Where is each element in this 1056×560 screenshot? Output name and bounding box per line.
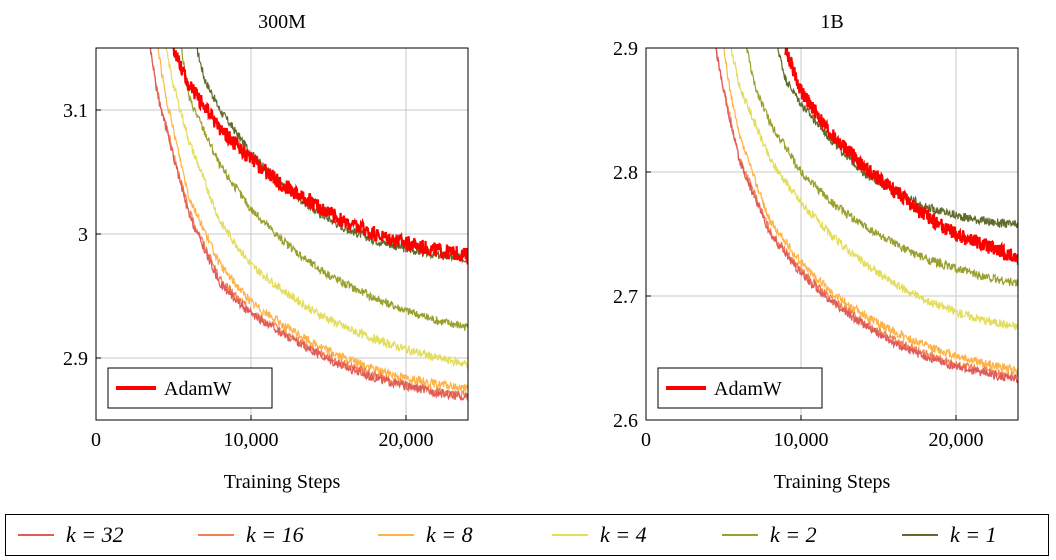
series-line-k-8 xyxy=(723,48,1018,375)
legend-item-k2: k = 2 xyxy=(722,522,817,547)
chart-title: 300M xyxy=(258,11,306,33)
series-line-k-1 xyxy=(777,48,1018,229)
legend-label-k16: k = 16 xyxy=(246,522,304,547)
legend-label-k4: k = 4 xyxy=(600,522,647,547)
panel-300m: 0 10,000 20,000 2.9 3 3.1 300M Training Steps Ad… xyxy=(63,11,469,493)
y-tick-label: 3 xyxy=(78,224,88,246)
legend-item-k16: k = 16 xyxy=(198,522,304,547)
x-tick-label: 10,000 xyxy=(774,429,829,451)
series-line-k-4 xyxy=(730,48,1018,331)
series-line-k-2 xyxy=(181,48,468,331)
y-tick-label: 2.8 xyxy=(613,162,638,184)
legend-swatch-k8 xyxy=(378,534,414,536)
legend-swatch-k16 xyxy=(198,534,234,536)
legend-swatch-k4 xyxy=(552,534,588,536)
shared-legend: k = 32 k = 16 k = 8 k = 4 k = 2 k = 1 xyxy=(5,514,1049,556)
panel-1b: 0 10,000 20,000 2.6 2.7 2.8 2.9 1B Training Step… xyxy=(613,11,1019,493)
series-line-k-8 xyxy=(157,48,468,394)
legend-label-k2: k = 2 xyxy=(770,522,817,547)
y-tick-label: 2.6 xyxy=(613,410,638,432)
series-line-k-32 xyxy=(715,48,1018,383)
legend-swatch-k1 xyxy=(902,534,938,536)
legend-item-k32: k = 32 xyxy=(18,522,124,547)
series-line-k-4 xyxy=(165,48,468,370)
x-tick-label: 20,000 xyxy=(379,429,434,451)
charts-svg: 0 10,000 20,000 2.9 3 3.1 300M Training Steps Ad… xyxy=(63,11,1019,493)
x-axis-label: Training Steps xyxy=(774,471,891,493)
x-tick-label: 0 xyxy=(91,429,101,451)
y-tick-label: 3.1 xyxy=(63,100,88,122)
legend-swatch-k32 xyxy=(18,534,54,536)
series-line-k-2 xyxy=(746,48,1018,288)
panel-legend: AdamW xyxy=(657,367,823,409)
legend-label-k8: k = 8 xyxy=(426,522,473,547)
chart-title: 1B xyxy=(820,11,843,33)
x-tick-label: 10,000 xyxy=(224,429,279,451)
legend-label-adamw: AdamW xyxy=(164,378,232,400)
series-line-adamw xyxy=(784,48,1018,265)
x-tick-label: 0 xyxy=(641,429,651,451)
series-line-k-1 xyxy=(196,48,468,264)
legend-swatch-k2 xyxy=(722,534,758,536)
legend-label-k1: k = 1 xyxy=(950,522,997,547)
legend-label-k32: k = 32 xyxy=(66,522,124,547)
legend-item-k8: k = 8 xyxy=(378,522,473,547)
y-tick-label: 2.7 xyxy=(613,286,638,308)
y-tick-label: 2.9 xyxy=(63,348,88,370)
x-axis-label: Training Steps xyxy=(224,471,341,493)
y-tick-label: 2.9 xyxy=(613,38,638,60)
panel-legend: AdamW xyxy=(107,367,273,409)
legend-item-k1: k = 1 xyxy=(902,522,997,547)
series-line-adamw xyxy=(172,48,468,266)
plot-frame xyxy=(645,47,1019,421)
legend-label-adamw: AdamW xyxy=(714,378,782,400)
x-tick-label: 20,000 xyxy=(929,429,984,451)
series-line-k-32 xyxy=(149,48,468,401)
legend-item-k4: k = 4 xyxy=(552,522,647,547)
